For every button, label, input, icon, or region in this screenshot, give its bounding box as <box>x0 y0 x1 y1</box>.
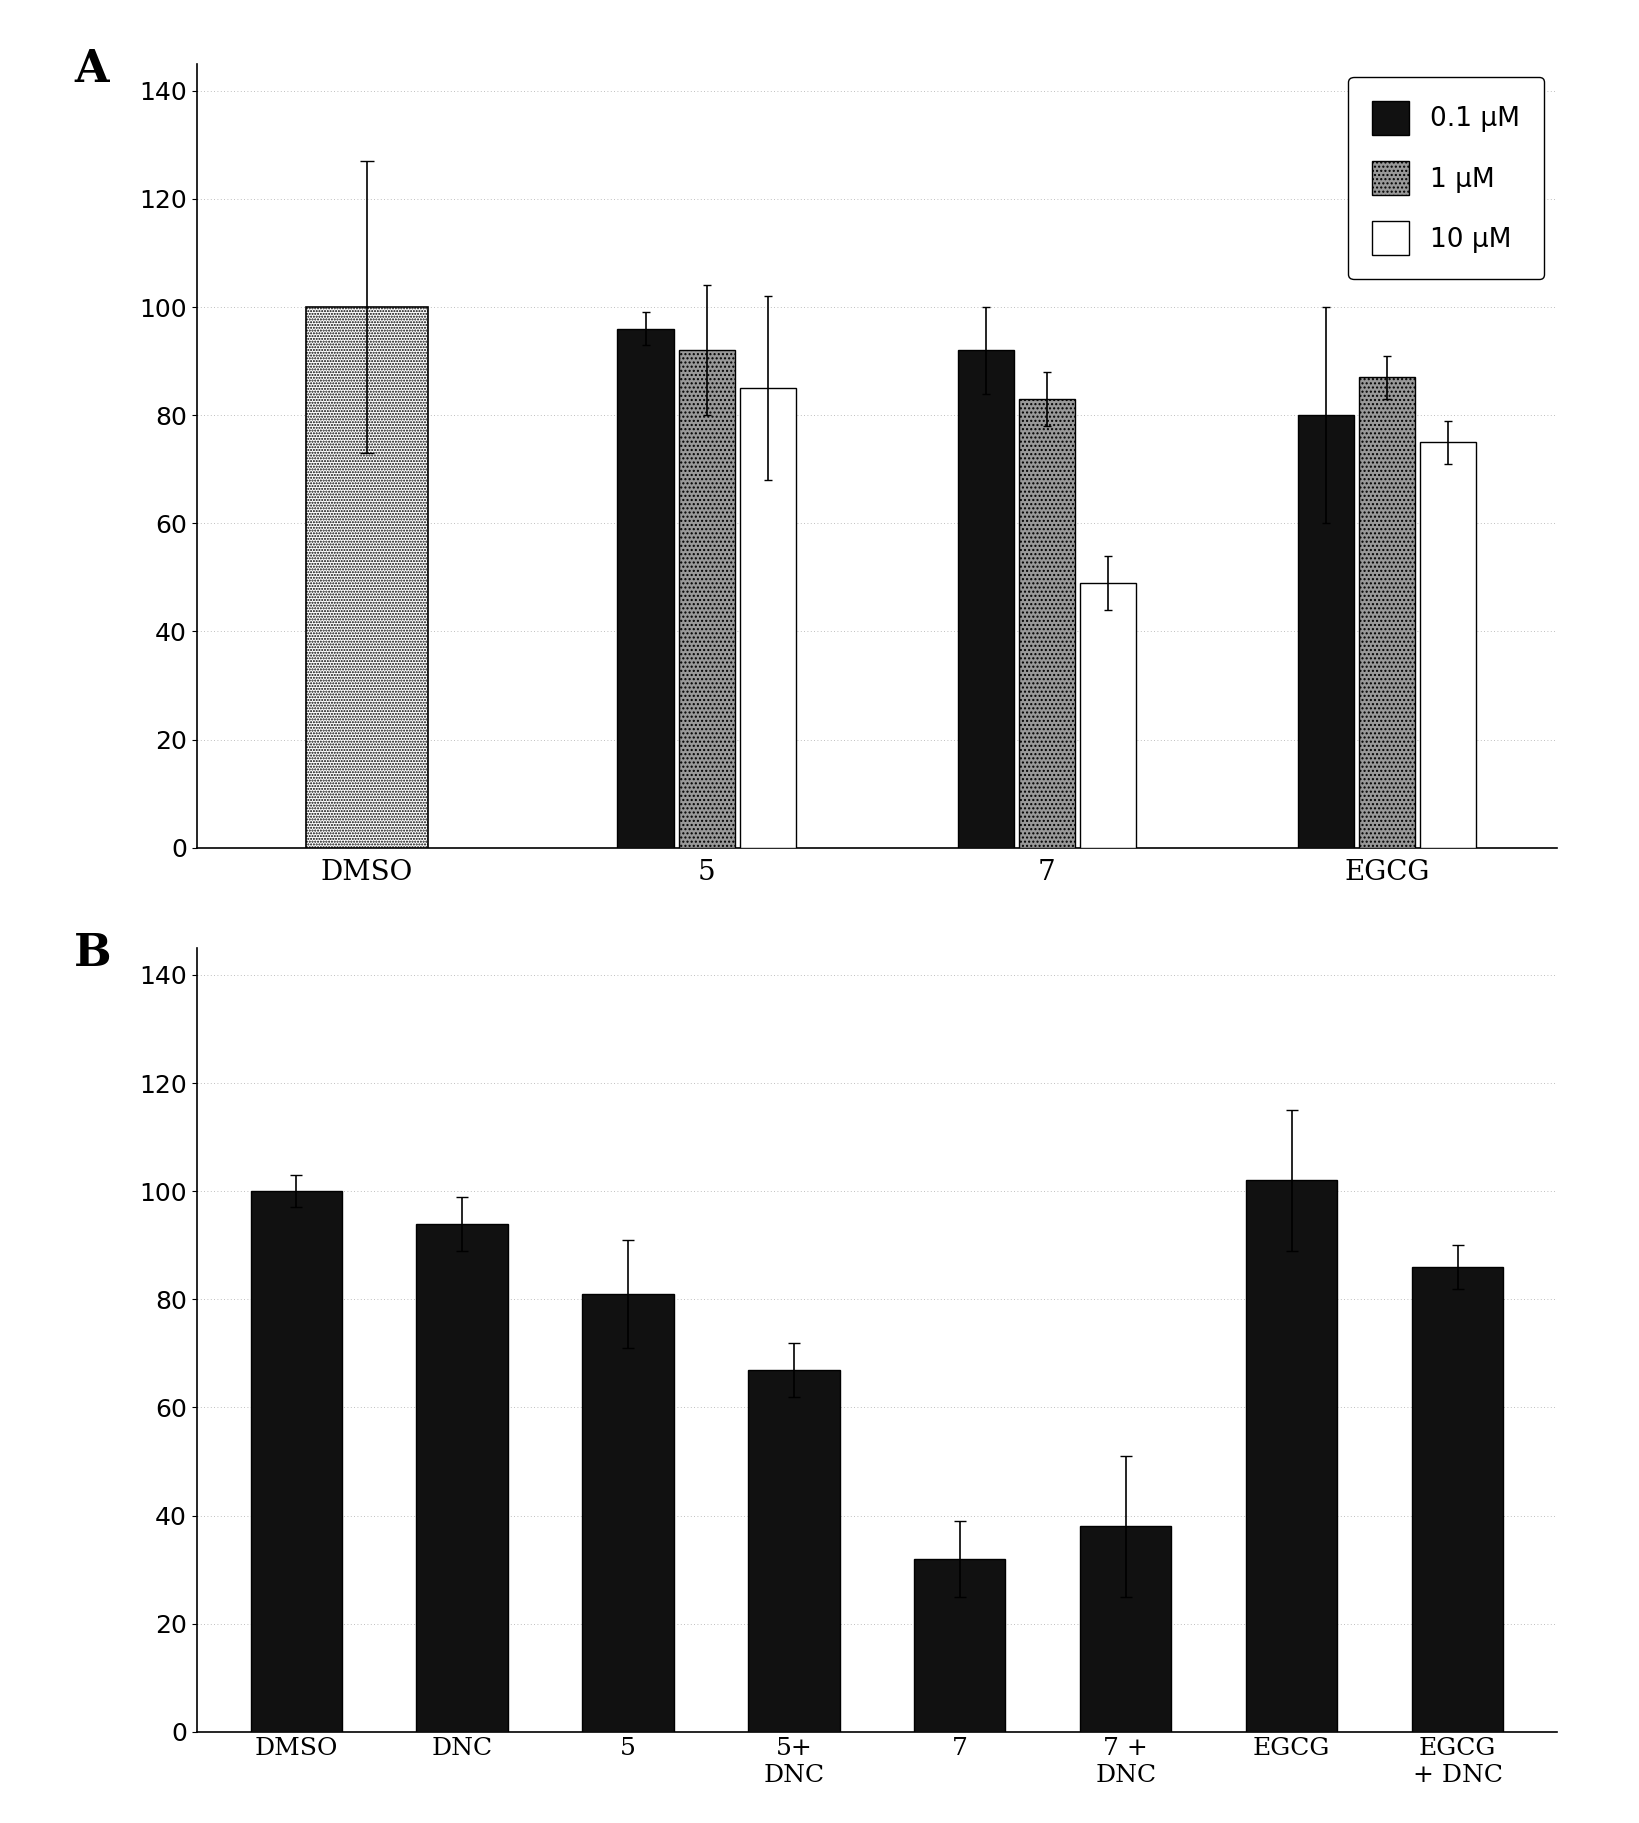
Bar <box>1080 583 1136 848</box>
Bar <box>915 1559 1005 1732</box>
Text: B: B <box>74 932 111 975</box>
Bar <box>582 1294 674 1732</box>
Legend: 0.1 μM, 1 μM, 10 μM: 0.1 μM, 1 μM, 10 μM <box>1349 77 1544 279</box>
Bar <box>416 1223 508 1732</box>
Bar <box>739 388 797 848</box>
Bar <box>251 1190 343 1732</box>
Bar <box>1411 1267 1503 1732</box>
Bar <box>749 1369 839 1732</box>
Bar <box>1246 1181 1337 1732</box>
Bar <box>305 306 428 848</box>
Bar <box>618 328 674 848</box>
Bar <box>1359 377 1414 848</box>
Text: A: A <box>74 47 108 91</box>
Bar <box>1019 399 1075 848</box>
Bar <box>957 350 1015 848</box>
Bar <box>1080 1526 1172 1732</box>
Bar <box>1298 416 1354 848</box>
Bar <box>1419 443 1477 848</box>
Bar <box>679 350 734 848</box>
